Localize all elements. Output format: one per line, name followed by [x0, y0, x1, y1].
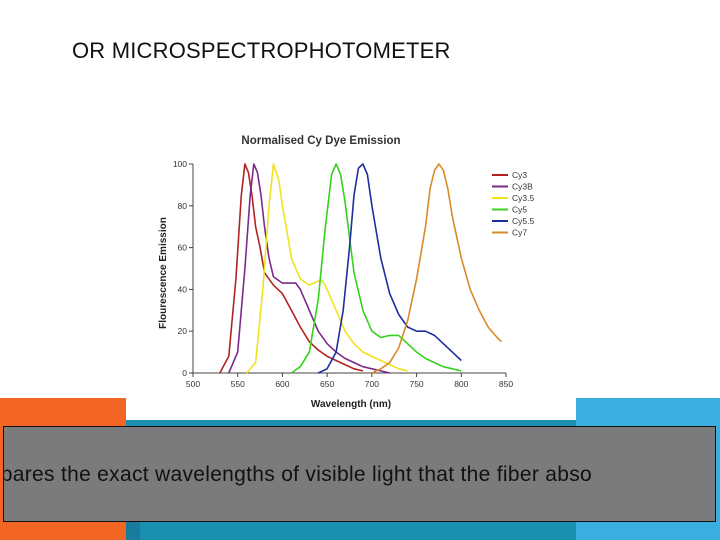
- x-tick-label: 850: [499, 379, 513, 389]
- y-tick-label: 20: [178, 326, 188, 336]
- legend-label-cy3b: Cy3B: [512, 182, 533, 192]
- x-tick-label: 500: [186, 379, 200, 389]
- y-tick-label: 100: [173, 159, 187, 169]
- y-tick-label: 0: [182, 368, 187, 378]
- legend-label-cy5: Cy5: [512, 205, 527, 215]
- y-tick-label: 60: [178, 243, 188, 253]
- chart-card: Normalised Cy Dye Emission 500 550 600 650 7…: [126, 120, 576, 420]
- y-tick-label: 80: [178, 201, 188, 211]
- caption-text: mpares the exact wavelengths of visible …: [3, 463, 592, 486]
- legend-label-cy3: Cy3: [512, 170, 527, 180]
- caption-box: mpares the exact wavelengths of visible …: [3, 426, 716, 522]
- y-axis-label: Flourescence Emission: [158, 217, 169, 329]
- plot-area: 500 550 600 650 700 750 800 850 0 20 40 60 80 100 Cy3 C…: [173, 159, 535, 389]
- x-tick-label: 700: [365, 379, 379, 389]
- chart-title: Normalised Cy Dye Emission: [241, 135, 400, 147]
- x-axis-label: Wavelength (nm): [311, 399, 391, 410]
- series-line-cy5: [290, 163, 462, 374]
- emission-chart: Normalised Cy Dye Emission 500 550 600 650 7…: [158, 135, 535, 410]
- series-line-cy7: [371, 163, 503, 374]
- x-tick-label: 600: [275, 379, 289, 389]
- y-tick-label: 40: [178, 284, 188, 294]
- series-line-cy3-5: [246, 163, 408, 374]
- slide-title: OR MICROSPECTROPHOTOMETER: [72, 38, 451, 63]
- series-line-cy3: [219, 163, 364, 374]
- x-tick-label: 550: [231, 379, 245, 389]
- series-line-cy3b: [228, 163, 390, 374]
- legend-label-cy7: Cy7: [512, 228, 527, 238]
- x-tick-label: 650: [320, 379, 334, 389]
- legend-label-cy5-5: Cy5.5: [512, 216, 534, 226]
- series-line-cy5-5: [317, 163, 462, 374]
- x-tick-label: 750: [409, 379, 423, 389]
- x-tick-label: 800: [454, 379, 468, 389]
- legend-label-cy3-5: Cy3.5: [512, 193, 534, 203]
